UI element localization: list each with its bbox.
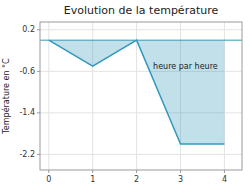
tick-label: -2.2	[19, 150, 35, 159]
baseline	[40, 40, 242, 41]
tick	[37, 71, 40, 72]
tick	[180, 170, 181, 173]
tick	[92, 170, 93, 173]
line	[49, 40, 225, 144]
tick-label: 0.2	[22, 25, 35, 34]
tick	[37, 29, 40, 30]
title: Evolution de la température	[64, 4, 219, 17]
tick-label: -0.6	[19, 67, 35, 76]
grid-line	[48, 22, 49, 170]
tick	[224, 170, 225, 173]
axis-label: heure par heure	[153, 62, 218, 71]
tick-label: -1.4	[19, 108, 35, 117]
plot-area	[40, 40, 242, 144]
grid-line	[40, 154, 242, 155]
tick-label: 4	[222, 175, 227, 184]
grid-line	[40, 29, 242, 30]
tick	[48, 170, 49, 173]
tick-label: 0	[46, 175, 51, 184]
tick-label: 3	[178, 175, 183, 184]
area	[49, 40, 225, 144]
tick	[37, 112, 40, 113]
tick	[136, 170, 137, 173]
axis-label: Température en °C	[1, 58, 11, 135]
grid-line	[136, 22, 137, 170]
tick-label: 1	[90, 175, 95, 184]
plot-frame	[40, 22, 242, 170]
tick-label: 2	[134, 175, 139, 184]
chart: 0.2 -0.6 -1.4 -2.2 0 1 2 3 4 Evolution de la temp…	[0, 0, 250, 188]
tick	[37, 154, 40, 155]
